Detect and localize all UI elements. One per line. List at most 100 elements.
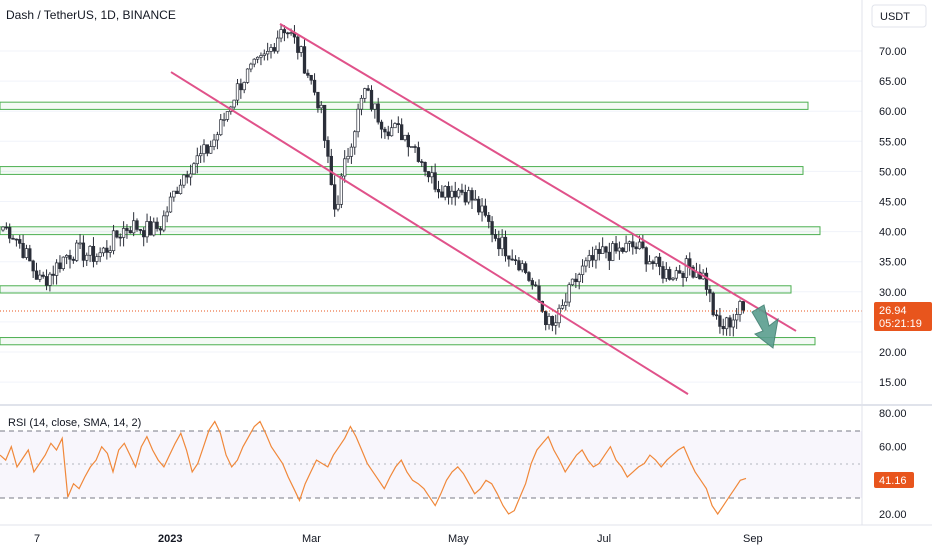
candle-body [105,247,109,253]
candle-body [410,146,414,148]
candle-body [343,158,347,177]
candle-body [520,263,524,271]
candle-body [376,103,380,123]
candle-body [691,266,695,278]
candle-body [88,245,92,256]
candle-body [276,37,280,52]
time-axis[interactable]: 7 2023 Mar May Jul Sep [34,533,763,545]
candle-body [527,272,531,281]
candle-body [1,226,5,231]
time-label: Mar [302,533,321,545]
candle-body [175,190,179,194]
candle-body [473,198,477,201]
candle-body [580,265,585,275]
candle-body [396,123,400,126]
candle-body [359,97,364,110]
candle-body [282,29,287,34]
candle-body [406,134,410,148]
support-resistance-zones [0,101,821,346]
candle-body [192,163,196,175]
candle-body [594,248,598,261]
candle-body [145,221,149,238]
candle-body [470,190,474,201]
candle-body [222,119,226,121]
currency-button-label[interactable]: USDT [880,11,910,23]
candle-body [731,319,735,328]
candle-body [704,272,709,290]
candle-body [607,251,611,261]
candle-body [667,269,672,280]
candle-body [142,230,146,238]
time-label: Sep [743,533,763,545]
candle-body [369,89,374,110]
candle-body [205,144,210,154]
candle-body [450,190,454,198]
candle-body [714,314,719,317]
candle-body [724,317,729,330]
candle-body [24,248,29,258]
candle-body [403,134,407,141]
candle-body [426,171,431,178]
candle-body [430,172,434,178]
last-price-label: 26.94 05:21:19 [874,302,932,331]
last-price-value: 26.94 [879,305,907,317]
candle-body [195,155,199,165]
candle-body [688,258,692,268]
candle-body [503,236,508,257]
candle-body [353,131,357,148]
candle-body [366,88,370,91]
candle-body [597,248,601,254]
candle-body [11,237,15,240]
time-label: May [448,533,469,545]
price-tick-label: 35.00 [879,257,907,269]
candle-body [44,276,49,286]
price-axis[interactable]: 70.00 65.00 60.00 55.00 50.00 45.00 40.00 35.00… [879,46,907,389]
zone-rect [0,285,792,294]
candle-body [152,221,156,236]
candle-body [289,32,293,34]
candle-body [286,32,290,35]
candle-body [467,190,471,203]
candle-body [34,270,39,280]
price-tick-label: 50.00 [879,166,907,178]
candle-body [185,174,189,178]
price-tick-label: 15.00 [879,377,907,389]
candle-body [674,270,678,279]
candle-body [389,127,394,137]
candle-body [108,250,112,253]
candle-body [95,256,99,262]
rsi-value-label: 41.16 [874,472,914,488]
candle-body [58,262,62,270]
candle-body [346,155,350,160]
candle-body [413,146,417,148]
candle-body [611,243,615,261]
candle-body [18,239,22,244]
channel-lines [170,23,797,395]
candle-body [68,255,72,260]
candle-body [91,245,96,262]
candle-body [326,140,330,157]
candle-body [393,123,397,129]
candle-body [249,63,253,70]
candle-body [523,263,528,273]
candle-body [400,124,404,141]
candle-body [239,83,243,91]
candle-body [299,46,303,53]
currency-button[interactable]: USDT [871,4,927,28]
candle-body [138,229,143,231]
candle-body [681,272,685,278]
candle-body [651,261,655,264]
candle-body [316,91,320,109]
candle-body [212,139,216,147]
candle-body [574,278,578,283]
candle-body [245,68,250,83]
down-arrow-icon [751,304,779,349]
price-tick-label: 65.00 [879,76,907,88]
candle-body [510,258,514,261]
candle-body [386,131,390,137]
candle-body [443,186,447,198]
candle-body [721,326,725,330]
candle-body [349,146,354,157]
